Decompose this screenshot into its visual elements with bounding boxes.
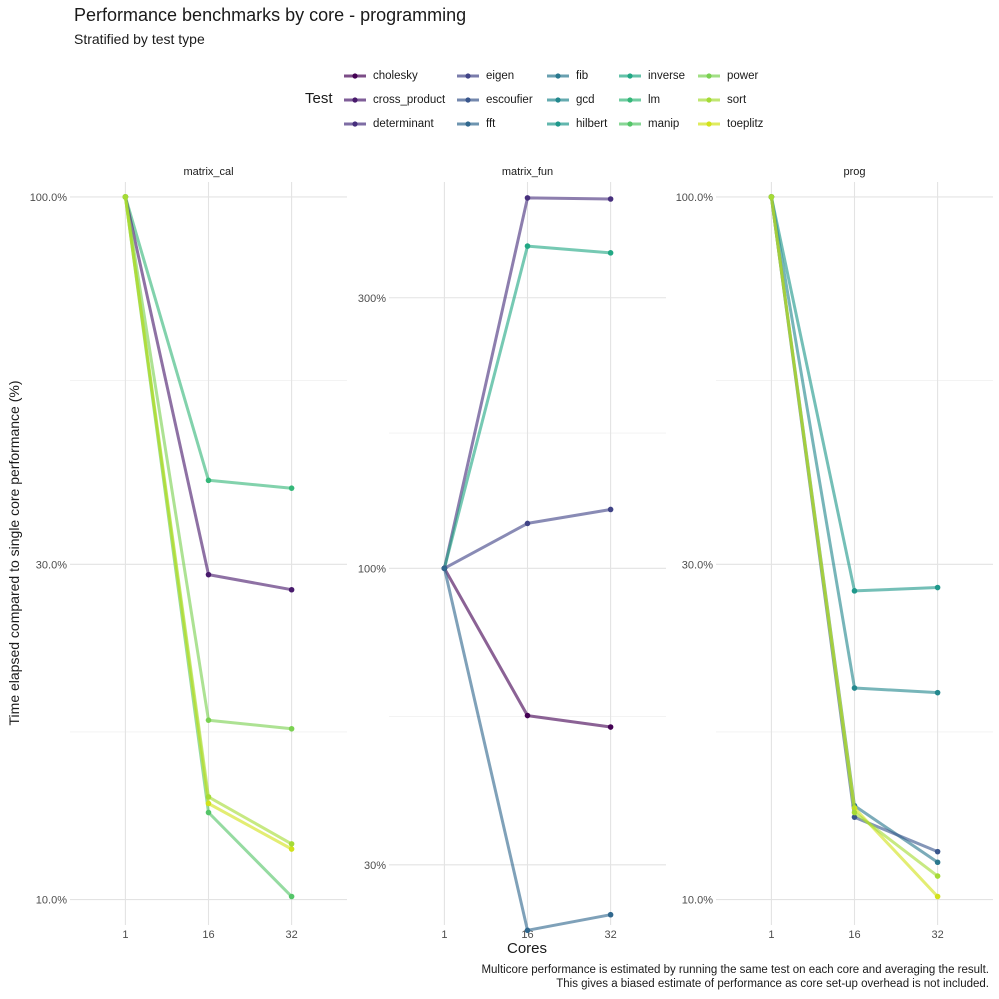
data-point-power [205,717,212,723]
y-tick-label: 10.0% [36,895,67,907]
chart-caption: Multicore performance is estimated by ru… [481,963,989,991]
data-point-inverse [607,250,614,256]
facet-label: matrix_fun [502,166,553,178]
caption-line-2: This gives a biased estimate of performa… [556,978,989,990]
legend-key [344,73,366,79]
y-axis-title: Time elapsed compared to single core per… [6,381,22,726]
y-tick-label: 100.0% [30,192,68,204]
facet-label: matrix_cal [183,166,233,178]
y-tick-label: 100.0% [676,192,714,204]
data-point-eigen [607,506,614,513]
data-point-cholesky [607,724,614,730]
data-point-escoufier [934,848,941,855]
data-point-eigen [524,520,531,527]
legend-key [547,73,569,79]
data-point-inverse [524,243,531,249]
x-tick-label: 16 [521,929,533,941]
legend-label: manip [648,118,680,130]
legend-label: toeplitz [727,118,764,130]
data-point-manip [205,809,212,816]
legend-key [547,97,569,103]
y-tick-label: 300% [358,293,386,305]
data-point-hilbert [934,584,941,591]
x-axis-title: Cores [507,940,547,957]
data-point-toeplitz [288,846,295,852]
y-tick-label: 30.0% [682,559,713,571]
legend-title: Test [305,90,333,107]
legend-key [698,73,720,79]
y-tick-label: 30% [364,860,386,872]
x-tick-label: 1 [768,929,774,941]
legend-key [344,121,366,127]
x-tick-label: 16 [202,929,214,941]
legend-label: gcd [576,94,595,106]
legend-key [698,121,720,127]
legend-label: power [727,70,759,82]
x-tick-label: 32 [931,929,943,941]
chart-subtitle: Stratified by test type [74,31,205,47]
legend-label: escoufier [486,94,533,106]
facet-label: prog [843,166,865,178]
legend-label: hilbert [576,118,608,130]
x-tick-label: 32 [604,929,616,941]
data-point-toeplitz [205,800,212,807]
data-point-sort [122,194,129,200]
legend-key [547,121,569,127]
data-point-fft [524,927,531,934]
legend-key [457,97,479,103]
facet-matrix-fun: 300% 100% 30% 1 16 32 matrix_fun [358,166,666,941]
facet-prog: 100.0% 30.0% 10.0% 1 16 32 prog [676,166,993,941]
legend-label: cholesky [373,70,418,82]
legend-key [619,121,641,127]
legend-label: inverse [648,70,686,82]
legend-key [698,97,720,103]
data-point-sort [205,794,212,800]
data-point-determinant [607,196,614,202]
data-point-gcd [934,689,941,696]
data-point-fib [934,859,941,866]
data-point-sort [768,194,775,200]
data-point-sort [934,873,941,879]
x-tick-label: 32 [285,929,297,941]
legend-label: fft [486,118,496,130]
x-tick-label: 1 [441,929,447,941]
data-point-manip [288,893,295,900]
data-point-gcd [851,685,858,691]
legend-label: lm [648,94,661,106]
data-point-fft [607,911,614,918]
legend-key [619,97,641,103]
legend-key [344,97,366,103]
legend-label: sort [727,94,747,106]
x-tick-label: 16 [848,929,860,941]
caption-line-1: Multicore performance is estimated by ru… [481,964,989,976]
y-tick-label: 10.0% [682,895,713,907]
data-point-toeplitz [934,893,941,900]
data-point-power [288,725,295,732]
legend-label: determinant [373,118,434,130]
y-tick-label: 30.0% [36,559,67,571]
data-point-determinant [524,195,531,201]
legend-label: fib [576,70,589,82]
data-point-sort [288,841,295,847]
x-tick-label: 1 [122,929,128,941]
data-point-escoufier [851,814,858,820]
legend-key [619,73,641,79]
data-point-hilbert [851,588,858,594]
data-point-cross-product [288,586,295,593]
data-point-fft [441,565,448,572]
y-tick-label: 100% [358,563,386,575]
data-point-lm [205,477,212,484]
legend-key [457,121,479,127]
data-point-cholesky [524,712,531,719]
data-point-lm [288,485,295,491]
chart-title: Performance benchmarks by core - program… [74,5,467,25]
data-point-cross-product [205,571,212,578]
facet-matrix-cal: 100.0% 30.0% 10.0% 1 16 32 matrix_cal [30,166,347,941]
data-point-sort [851,809,858,816]
legend-label: eigen [486,70,515,82]
legend-key [457,73,479,79]
legend-label: cross_product [373,94,446,106]
